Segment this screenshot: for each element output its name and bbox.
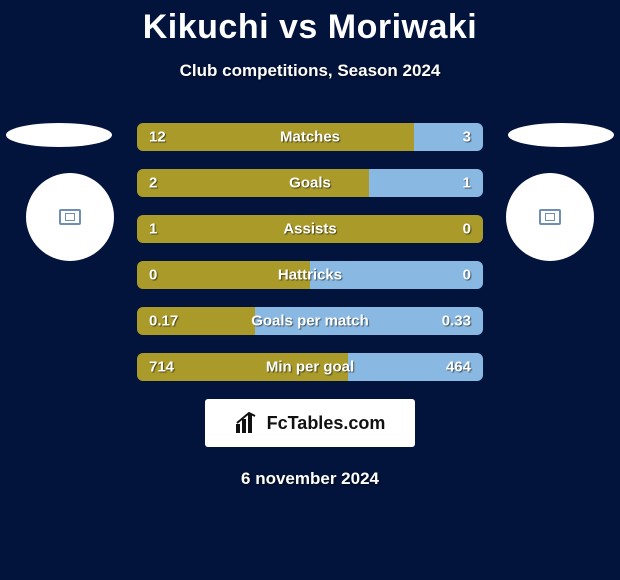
- placeholder-icon: [59, 209, 81, 225]
- stat-bar: 0.17 0.33 Goals per match: [137, 307, 483, 335]
- subtitle: Club competitions, Season 2024: [0, 61, 620, 81]
- stat-value-right: 464: [446, 359, 471, 376]
- stat-label: Matches: [280, 129, 340, 146]
- player-right-shadow: [508, 123, 614, 147]
- stat-label: Min per goal: [266, 359, 354, 376]
- player-left-avatar: [26, 173, 114, 261]
- stat-bar: 1 0 Assists: [137, 215, 483, 243]
- stat-value-right: 0.33: [442, 313, 471, 330]
- player-right-avatar: [506, 173, 594, 261]
- brand-text: FcTables.com: [267, 413, 386, 434]
- page-title: Kikuchi vs Moriwaki: [0, 0, 620, 47]
- stat-bars: 12 3 Matches 2 1 Goals 1 0 Assists 0 0 Hattricks 0.1…: [137, 123, 483, 381]
- stat-bar-right-segment: [414, 123, 483, 151]
- comparison-stage: 12 3 Matches 2 1 Goals 1 0 Assists 0 0 Hattricks 0.1…: [0, 123, 620, 381]
- stat-value-right: 0: [463, 267, 471, 284]
- stat-label: Goals per match: [251, 313, 369, 330]
- stat-label: Assists: [283, 221, 336, 238]
- brand-badge: FcTables.com: [205, 399, 415, 447]
- stat-value-left: 2: [149, 175, 157, 192]
- stat-value-right: 1: [463, 175, 471, 192]
- stat-bar-left-segment: [137, 169, 369, 197]
- stat-bar: 12 3 Matches: [137, 123, 483, 151]
- stat-label: Hattricks: [278, 267, 342, 284]
- stat-value-left: 0.17: [149, 313, 178, 330]
- stat-value-left: 714: [149, 359, 174, 376]
- stat-bar: 0 0 Hattricks: [137, 261, 483, 289]
- stat-bar: 2 1 Goals: [137, 169, 483, 197]
- placeholder-icon: [539, 209, 561, 225]
- stat-value-right: 3: [463, 129, 471, 146]
- stat-value-left: 12: [149, 129, 166, 146]
- stat-value-left: 0: [149, 267, 157, 284]
- stat-value-left: 1: [149, 221, 157, 238]
- stat-bar-left-segment: [137, 123, 414, 151]
- stat-bar: 714 464 Min per goal: [137, 353, 483, 381]
- player-left-shadow: [6, 123, 112, 147]
- stat-value-right: 0: [463, 221, 471, 238]
- footer-date: 6 november 2024: [0, 469, 620, 489]
- stat-label: Goals: [289, 175, 331, 192]
- bars-icon: [235, 412, 261, 434]
